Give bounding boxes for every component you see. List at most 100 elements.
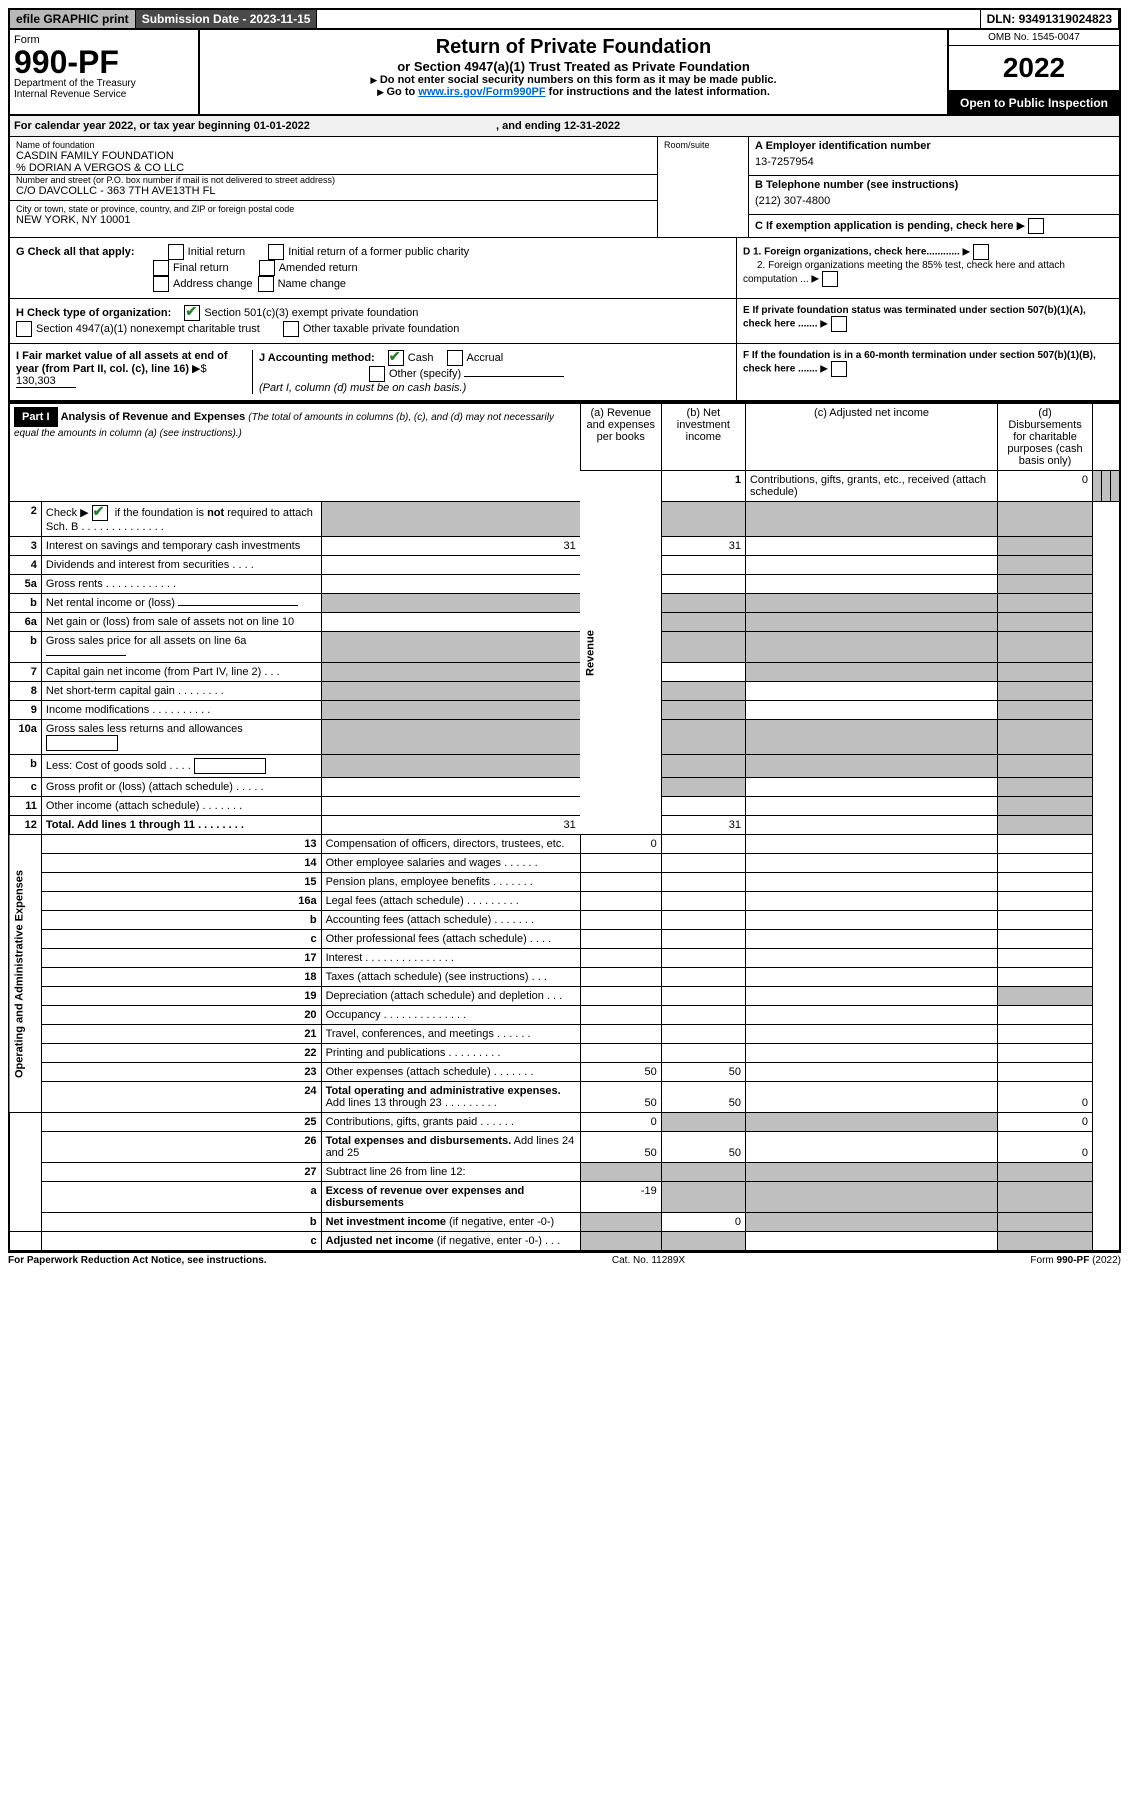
form-subtitle: or Section 4947(a)(1) Trust Treated as P…	[206, 59, 941, 74]
row-6b: bGross sales price for all assets on lin…	[9, 632, 1120, 663]
j-other-checkbox[interactable]	[369, 366, 385, 382]
row-27a: aExcess of revenue over expenses and dis…	[9, 1182, 1120, 1213]
fmv-value: 130,303	[16, 375, 76, 388]
j-accrual-checkbox[interactable]	[447, 350, 463, 366]
instructions-link[interactable]: www.irs.gov/Form990PF	[418, 86, 545, 98]
omb-number: OMB No. 1545-0047	[949, 30, 1119, 46]
row-23: 23Other expenses (attach schedule) . . .…	[9, 1063, 1120, 1082]
row-27c: cAdjusted net income (if negative, enter…	[9, 1232, 1120, 1252]
i-section: I Fair market value of all assets at end…	[16, 350, 253, 394]
part1-badge: Part I	[14, 407, 58, 427]
dln: DLN: 93491319024823	[980, 10, 1119, 28]
row-4: 4Dividends and interest from securities …	[9, 556, 1120, 575]
row-7: 7Capital gain net income (from Part IV, …	[9, 663, 1120, 682]
org-info: Name of foundationCASDIN FAMILY FOUNDATI…	[8, 137, 1121, 238]
foundation-name: CASDIN FAMILY FOUNDATION	[16, 150, 651, 162]
footer-form: Form 990-PF (2022)	[1030, 1255, 1121, 1266]
row-18: 18Taxes (attach schedule) (see instructi…	[9, 968, 1120, 987]
row-27b: bNet investment income (if negative, ent…	[9, 1213, 1120, 1232]
row-3: 3Interest on savings and temporary cash …	[9, 537, 1120, 556]
footer-catno: Cat. No. 11289X	[612, 1255, 685, 1266]
row-24: 24Total operating and administrative exp…	[9, 1082, 1120, 1113]
e-checkbox[interactable]	[831, 316, 847, 332]
row-16b: bAccounting fees (attach schedule) . . .…	[9, 911, 1120, 930]
d2-checkbox[interactable]	[822, 271, 838, 287]
footer-left: For Paperwork Reduction Act Notice, see …	[8, 1255, 267, 1266]
efile-print[interactable]: efile GRAPHIC print	[10, 10, 136, 28]
street: C/O DAVCOLLC - 363 7TH AVE13TH FL	[16, 185, 651, 197]
ein: 13-7257954	[755, 152, 1113, 172]
row-12: 12Total. Add lines 1 through 11 . . . . …	[9, 816, 1120, 835]
instr-1: Do not enter social security numbers on …	[206, 74, 941, 86]
row-17: 17Interest . . . . . . . . . . . . . . .	[9, 949, 1120, 968]
d1-checkbox[interactable]	[973, 244, 989, 260]
submission-date: Submission Date - 2023-11-15	[136, 10, 318, 28]
room-label: Room/suite	[658, 137, 748, 195]
g-amended-checkbox[interactable]	[259, 260, 275, 276]
g-row: G Check all that apply: Initial return I…	[16, 244, 730, 292]
g-final-checkbox[interactable]	[153, 260, 169, 276]
instr-2: Go to www.irs.gov/Form990PF for instruct…	[206, 86, 941, 98]
row-21: 21Travel, conferences, and meetings . . …	[9, 1025, 1120, 1044]
f-checkbox[interactable]	[831, 361, 847, 377]
part1-table: Part I Analysis of Revenue and Expenses …	[8, 402, 1121, 1252]
street-label: Number and street (or P.O. box number if…	[16, 175, 651, 185]
care-of: % DORIAN A VERGOS & CO LLC	[10, 162, 657, 175]
open-to-public: Open to Public Inspection	[949, 92, 1119, 114]
expenses-label: Operating and Administrative Expenses	[9, 835, 41, 1113]
row2-checkbox[interactable]	[92, 505, 108, 521]
j-cash-checkbox[interactable]	[388, 350, 404, 366]
dept: Department of the Treasury	[14, 78, 194, 89]
row-8: 8Net short-term capital gain . . . . . .…	[9, 682, 1120, 701]
row-5b: bNet rental income or (loss)	[9, 594, 1120, 613]
c-label: C If exemption application is pending, c…	[755, 220, 1014, 232]
c-checkbox[interactable]	[1028, 218, 1044, 234]
name-label: Name of foundation	[16, 140, 651, 150]
h-row: H Check type of organization: Section 50…	[10, 299, 737, 343]
tel-label: B Telephone number (see instructions)	[755, 179, 958, 191]
row-10b: bLess: Cost of goods sold . . . .	[9, 755, 1120, 778]
row-15: 15Pension plans, employee benefits . . .…	[9, 873, 1120, 892]
calendar-year-row: For calendar year 2022, or tax year begi…	[8, 116, 1121, 137]
e-section: E If private foundation status was termi…	[737, 299, 1119, 343]
h-4947-checkbox[interactable]	[16, 321, 32, 337]
col-d-header: (d) Disbursements for charitable purpose…	[998, 403, 1093, 471]
row-25: 25Contributions, gifts, grants paid . . …	[9, 1113, 1120, 1132]
g-name-checkbox[interactable]	[258, 276, 274, 292]
row-22: 22Printing and publications . . . . . . …	[9, 1044, 1120, 1063]
row-14: 14Other employee salaries and wages . . …	[9, 854, 1120, 873]
f-section: F If the foundation is in a 60-month ter…	[737, 344, 1119, 400]
row-10c: cGross profit or (loss) (attach schedule…	[9, 778, 1120, 797]
tax-year: 2022	[949, 46, 1119, 92]
row-11: 11Other income (attach schedule) . . . .…	[9, 797, 1120, 816]
h-501c3-checkbox[interactable]	[184, 305, 200, 321]
g-initial-checkbox[interactable]	[168, 244, 184, 260]
d-section: D 1. Foreign organizations, check here..…	[737, 238, 1119, 298]
j-section: J Accounting method: Cash Accrual Other …	[253, 350, 730, 394]
row-10a: 10aGross sales less returns and allowanc…	[9, 720, 1120, 755]
irs: Internal Revenue Service	[14, 89, 194, 100]
city: NEW YORK, NY 10001	[16, 214, 651, 226]
revenue-label: Revenue	[580, 471, 661, 835]
top-bar: efile GRAPHIC print Submission Date - 20…	[8, 8, 1121, 30]
col-b-header: (b) Net investment income	[661, 403, 745, 471]
city-label: City or town, state or province, country…	[16, 204, 651, 214]
row-6a: 6aNet gain or (loss) from sale of assets…	[9, 613, 1120, 632]
row-9: 9Income modifications . . . . . . . . . …	[9, 701, 1120, 720]
h-other-checkbox[interactable]	[283, 321, 299, 337]
row-19: 19Depreciation (attach schedule) and dep…	[9, 987, 1120, 1006]
page-footer: For Paperwork Reduction Act Notice, see …	[8, 1252, 1121, 1266]
row-16c: cOther professional fees (attach schedul…	[9, 930, 1120, 949]
form-title: Return of Private Foundation	[206, 36, 941, 59]
col-a-header: (a) Revenue and expenses per books	[580, 403, 661, 471]
form-header: Form 990-PF Department of the Treasury I…	[8, 30, 1121, 116]
row-26: 26Total expenses and disbursements. Add …	[9, 1132, 1120, 1163]
form-number: 990-PF	[14, 46, 194, 78]
g-address-checkbox[interactable]	[153, 276, 169, 292]
row-27: 27Subtract line 26 from line 12:	[9, 1163, 1120, 1182]
row-5a: 5aGross rents . . . . . . . . . . . .	[9, 575, 1120, 594]
telephone: (212) 307-4800	[755, 191, 1113, 211]
g-initial-former-checkbox[interactable]	[268, 244, 284, 260]
row-13: Operating and Administrative Expenses13C…	[9, 835, 1120, 854]
col-c-header: (c) Adjusted net income	[745, 403, 997, 471]
